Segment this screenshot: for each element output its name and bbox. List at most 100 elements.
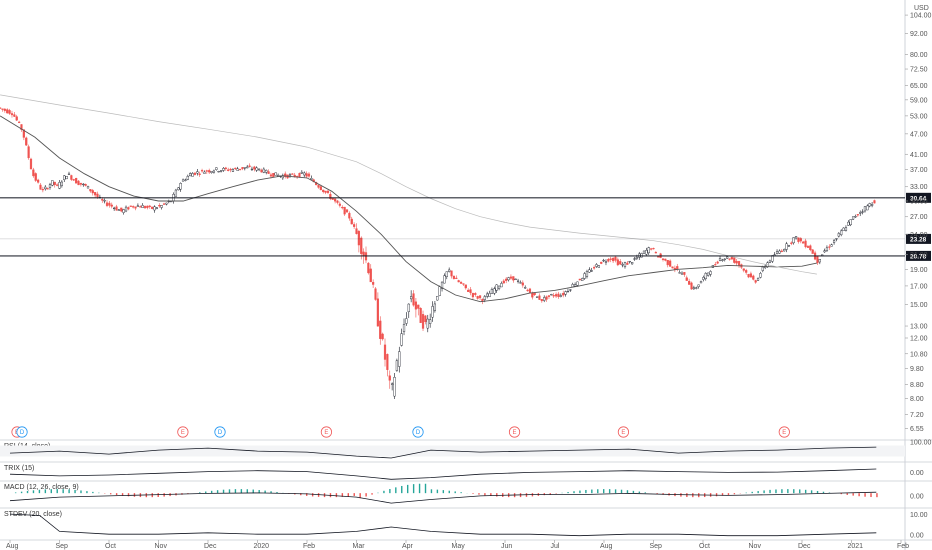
candle-body [685,277,688,281]
macd-histogram-bar [751,491,753,494]
candle-body [590,270,593,272]
indicator-line [9,513,877,537]
candle-body [324,190,327,193]
candle-body [94,192,97,196]
candle-body [134,206,137,209]
candle-body [873,200,876,204]
candle-body [108,202,111,206]
candle-body [374,288,377,300]
candle-body [635,257,638,259]
macd-histogram-bar [870,493,872,498]
candle-body [132,206,135,208]
candle-body [424,315,427,323]
event-badge-icon [214,426,226,438]
candle-body [184,179,187,181]
candle-body [414,301,417,310]
candle-body [386,354,389,370]
event-badge-letter: E [513,430,517,436]
macd-histogram-bar [472,493,474,494]
candle-body [809,245,812,251]
macd-histogram-bar [828,492,831,494]
price-tick-label: 19.00 [910,267,928,274]
macd-histogram-bar [799,489,801,494]
candle-body [350,218,353,225]
candle-body [113,207,116,210]
candle-body [224,167,227,170]
candle-body [497,285,501,289]
macd-histogram-bar [733,493,736,495]
candle-body [457,280,460,283]
candle-body [863,206,867,212]
price-axis[interactable]: 104.00 92.00 80.00 72.50 65.00 59.00 53.00 47.0… [905,13,932,433]
candle-body [787,245,791,247]
candle-body [127,207,130,210]
indicator-label: MACD (12, 26, close, 9) [4,484,79,491]
macd-histogram-bar [228,489,231,494]
time-axis[interactable]: Aug Sep Oct Nov Dec 2020 Feb Mar Apr May Jun Jul Aug… [6,540,909,550]
candle-body [72,179,75,181]
candle-body [186,175,189,180]
time-tick-label: Oct [105,543,116,550]
candle-body [759,273,762,278]
candle-body [702,277,705,280]
price-tick-label: 15.00 [910,302,928,309]
event-badges[interactable]: EDEDEDEEEE [11,426,932,438]
candle-body [70,175,73,180]
candle-body [393,377,396,397]
candle-body [699,281,703,284]
candle-body [210,171,213,173]
candle-body [754,280,757,283]
horizontal-levels[interactable]: 30.64 23.28 20.78 [0,192,931,261]
candle-body [402,324,406,332]
macd-histogram-bar [300,493,302,496]
macd-histogram-bar [383,490,385,494]
candle-body [792,237,795,244]
candle-body [450,270,453,277]
macd-histogram-bar [406,484,409,494]
candle-body [462,283,465,285]
candle-body [752,275,755,280]
event-badge-letter: D [416,430,421,436]
candle-body [115,206,118,211]
macd-histogram-bar [74,489,76,494]
candle-body [284,173,287,177]
event-badge-letter: E [621,430,625,436]
macd-histogram-bar [86,491,88,494]
candle-body [231,169,235,172]
candle-body [67,173,71,175]
candle-body [303,172,306,176]
price-tick-label: 59.00 [910,97,928,104]
candle-body [84,183,87,186]
candle-body [272,173,275,177]
price-pane[interactable] [0,0,906,550]
candle-body [783,249,786,252]
candle-body [227,169,230,171]
candle-body [737,261,741,266]
candle-body [29,158,33,170]
candle-body [851,216,855,220]
macd-histogram-bar [115,493,118,496]
candle-body [189,173,192,177]
candle-body [593,267,596,269]
candle-body [768,260,772,263]
candle-body [291,173,294,175]
macd-histogram-bar [210,490,213,494]
candle-body [124,206,128,212]
candle-body [181,179,185,182]
candle-body [849,219,852,226]
time-tick-label: Sep [56,543,69,550]
level-price-tag [906,233,931,244]
candle-body [521,282,524,286]
candle-body [688,281,691,285]
candle-body [198,173,201,175]
candle-body [554,294,558,297]
candle-body [260,169,263,173]
time-tick-label: Sep [650,543,663,550]
macd-histogram-bar [424,483,427,494]
candle-body [141,205,144,208]
time-tick-label: Mar [353,543,366,550]
candle-body [305,173,308,177]
macd-histogram-bar [311,493,314,497]
candle-body [690,282,693,290]
